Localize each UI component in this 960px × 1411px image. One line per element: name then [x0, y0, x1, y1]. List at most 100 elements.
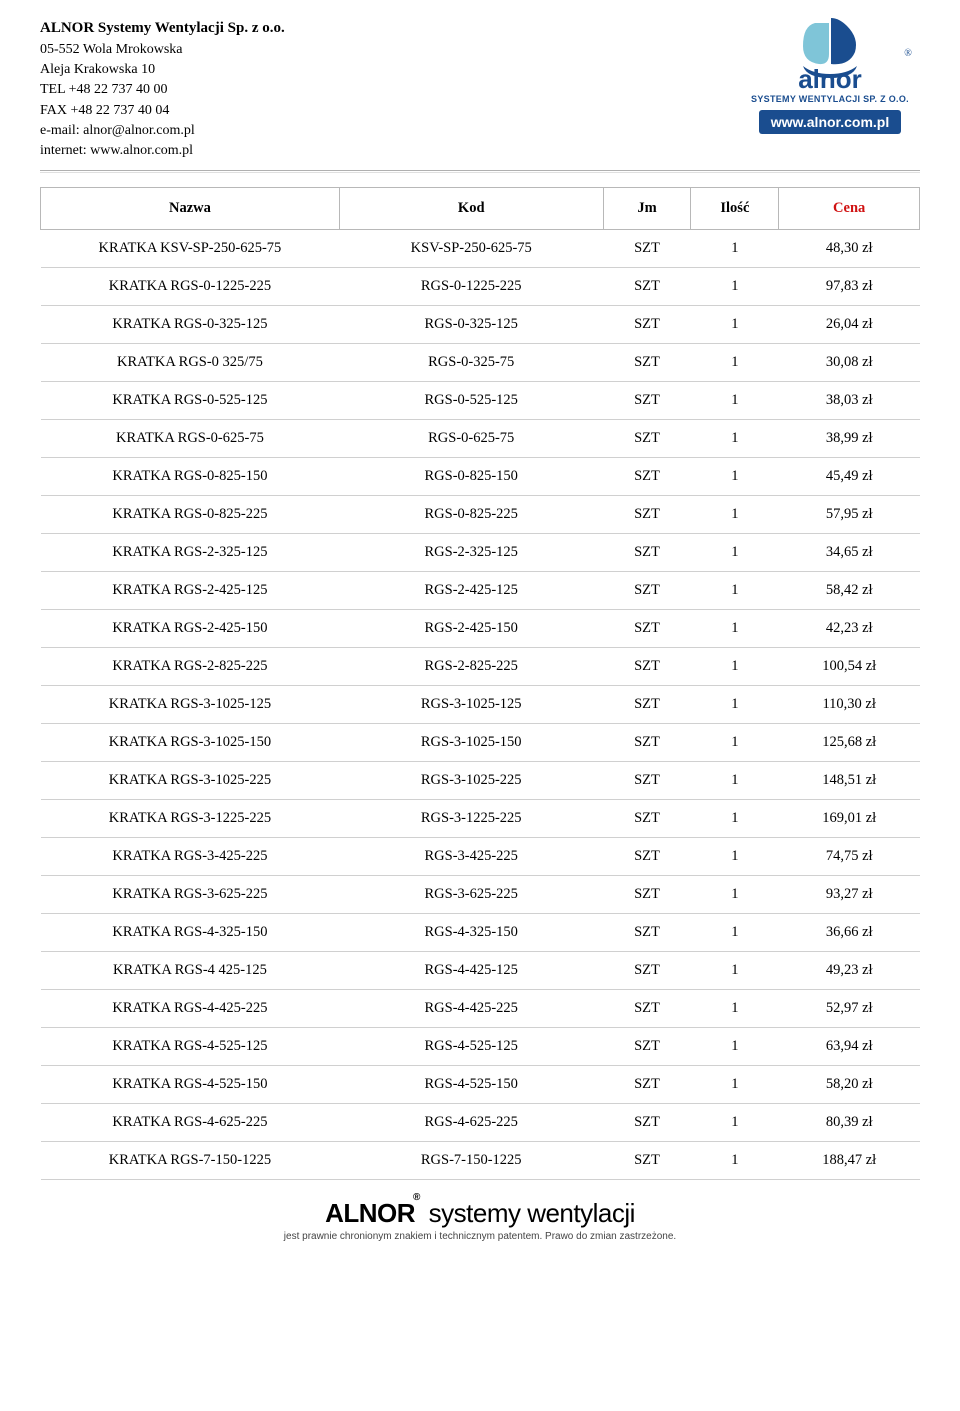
cell-jm: SZT — [603, 913, 691, 951]
cell-kod: RGS-0-1225-225 — [339, 267, 603, 305]
cell-ilosc: 1 — [691, 1141, 779, 1179]
cell-kod: RGS-3-1025-150 — [339, 723, 603, 761]
cell-kod: RGS-2-825-225 — [339, 647, 603, 685]
cell-kod: RGS-7-150-1225 — [339, 1141, 603, 1179]
cell-cena: 110,30 zł — [779, 685, 920, 723]
company-fax: FAX +48 22 737 40 04 — [40, 101, 285, 121]
cell-jm: SZT — [603, 1141, 691, 1179]
company-tel: TEL +48 22 737 40 00 — [40, 80, 285, 100]
footer: ALNOR® systemy wentylacji jest prawnie c… — [40, 1198, 920, 1242]
cell-nazwa: KRATKA RGS-0-825-225 — [41, 495, 340, 533]
table-row: KRATKA RGS-3-1025-125RGS-3-1025-125SZT11… — [41, 685, 920, 723]
cell-cena: 125,68 zł — [779, 723, 920, 761]
cell-nazwa: KRATKA RGS-7-150-1225 — [41, 1141, 340, 1179]
cell-jm: SZT — [603, 1065, 691, 1103]
cell-cena: 26,04 zł — [779, 305, 920, 343]
cell-jm: SZT — [603, 1027, 691, 1065]
cell-nazwa: KRATKA RGS-2-825-225 — [41, 647, 340, 685]
company-name: ALNOR Systemy Wentylacji Sp. z o.o. — [40, 18, 285, 40]
cell-cena: 38,99 zł — [779, 419, 920, 457]
cell-ilosc: 1 — [691, 571, 779, 609]
cell-kod: RGS-0-825-225 — [339, 495, 603, 533]
page: ALNOR Systemy Wentylacji Sp. z o.o. 05-5… — [0, 0, 960, 1262]
cell-ilosc: 1 — [691, 723, 779, 761]
cell-ilosc: 1 — [691, 305, 779, 343]
cell-kod: RGS-0-325-125 — [339, 305, 603, 343]
cell-kod: RGS-4-525-150 — [339, 1065, 603, 1103]
cell-cena: 42,23 zł — [779, 609, 920, 647]
table-row: KRATKA RGS-0-1225-225RGS-0-1225-225SZT19… — [41, 267, 920, 305]
logo-subtitle: SYSTEMY WENTYLACJI SP. Z O.O. — [751, 94, 909, 104]
cell-cena: 30,08 zł — [779, 343, 920, 381]
cell-nazwa: KRATKA RGS-4-425-225 — [41, 989, 340, 1027]
cell-jm: SZT — [603, 457, 691, 495]
table-row: KRATKA RGS-3-1025-150RGS-3-1025-150SZT11… — [41, 723, 920, 761]
cell-ilosc: 1 — [691, 343, 779, 381]
cell-ilosc: 1 — [691, 495, 779, 533]
cell-kod: RGS-3-425-225 — [339, 837, 603, 875]
company-addr1: 05-552 Wola Mrokowska — [40, 40, 285, 60]
cell-cena: 57,95 zł — [779, 495, 920, 533]
cell-ilosc: 1 — [691, 799, 779, 837]
cell-jm: SZT — [603, 799, 691, 837]
table-row: KRATKA RGS-3-625-225RGS-3-625-225SZT193,… — [41, 875, 920, 913]
cell-ilosc: 1 — [691, 951, 779, 989]
table-row: KRATKA RGS-0 325/75RGS-0-325-75SZT130,08… — [41, 343, 920, 381]
cell-kod: RGS-4-425-225 — [339, 989, 603, 1027]
cell-jm: SZT — [603, 609, 691, 647]
col-header-jm: Jm — [603, 187, 691, 229]
col-header-ilosc: Ilość — [691, 187, 779, 229]
cell-nazwa: KRATKA RGS-2-425-125 — [41, 571, 340, 609]
table-row: KRATKA RGS-4-525-150RGS-4-525-150SZT158,… — [41, 1065, 920, 1103]
cell-kod: KSV-SP-250-625-75 — [339, 229, 603, 267]
table-row: KRATKA RGS-0-325-125RGS-0-325-125SZT126,… — [41, 305, 920, 343]
table-row: KRATKA RGS-3-425-225RGS-3-425-225SZT174,… — [41, 837, 920, 875]
cell-kod: RGS-2-425-125 — [339, 571, 603, 609]
cell-nazwa: KRATKA RGS-4 425-125 — [41, 951, 340, 989]
cell-ilosc: 1 — [691, 685, 779, 723]
table-row: KRATKA RGS-4 425-125RGS-4-425-125SZT149,… — [41, 951, 920, 989]
cell-nazwa: KRATKA RGS-4-325-150 — [41, 913, 340, 951]
cell-nazwa: KRATKA RGS-2-425-150 — [41, 609, 340, 647]
cell-cena: 63,94 zł — [779, 1027, 920, 1065]
cell-cena: 97,83 zł — [779, 267, 920, 305]
cell-kod: RGS-0-625-75 — [339, 419, 603, 457]
cell-cena: 93,27 zł — [779, 875, 920, 913]
cell-cena: 34,65 zł — [779, 533, 920, 571]
cell-nazwa: KRATKA RGS-0-625-75 — [41, 419, 340, 457]
cell-nazwa: KRATKA RGS-0-1225-225 — [41, 267, 340, 305]
cell-ilosc: 1 — [691, 533, 779, 571]
cell-ilosc: 1 — [691, 419, 779, 457]
cell-jm: SZT — [603, 761, 691, 799]
cell-ilosc: 1 — [691, 761, 779, 799]
table-row: KRATKA RGS-0-825-225RGS-0-825-225SZT157,… — [41, 495, 920, 533]
cell-cena: 58,20 zł — [779, 1065, 920, 1103]
cell-nazwa: KRATKA RGS-4-625-225 — [41, 1103, 340, 1141]
cell-cena: 169,01 zł — [779, 799, 920, 837]
footer-brand-light: systemy wentylacji — [422, 1198, 635, 1228]
cell-ilosc: 1 — [691, 609, 779, 647]
footer-sub: jest prawnie chronionym znakiem i techni… — [40, 1231, 920, 1242]
cell-cena: 48,30 zł — [779, 229, 920, 267]
table-row: KRATKA RGS-0-625-75RGS-0-625-75SZT138,99… — [41, 419, 920, 457]
table-row: KRATKA RGS-2-825-225RGS-2-825-225SZT1100… — [41, 647, 920, 685]
cell-jm: SZT — [603, 647, 691, 685]
cell-kod: RGS-2-325-125 — [339, 533, 603, 571]
cell-nazwa: KRATKA RGS-3-1225-225 — [41, 799, 340, 837]
cell-kod: RGS-4-625-225 — [339, 1103, 603, 1141]
table-row: KRATKA RGS-0-825-150RGS-0-825-150SZT145,… — [41, 457, 920, 495]
table-row: KRATKA KSV-SP-250-625-75KSV-SP-250-625-7… — [41, 229, 920, 267]
cell-ilosc: 1 — [691, 875, 779, 913]
cell-jm: SZT — [603, 1103, 691, 1141]
cell-nazwa: KRATKA RGS-0-325-125 — [41, 305, 340, 343]
cell-kod: RGS-4-425-125 — [339, 951, 603, 989]
cell-kod: RGS-0-825-150 — [339, 457, 603, 495]
cell-jm: SZT — [603, 267, 691, 305]
col-header-kod: Kod — [339, 187, 603, 229]
cell-jm: SZT — [603, 419, 691, 457]
cell-cena: 100,54 zł — [779, 647, 920, 685]
cell-nazwa: KRATKA RGS-2-325-125 — [41, 533, 340, 571]
svg-text:alnor: alnor — [798, 64, 862, 94]
cell-cena: 45,49 zł — [779, 457, 920, 495]
cell-ilosc: 1 — [691, 381, 779, 419]
